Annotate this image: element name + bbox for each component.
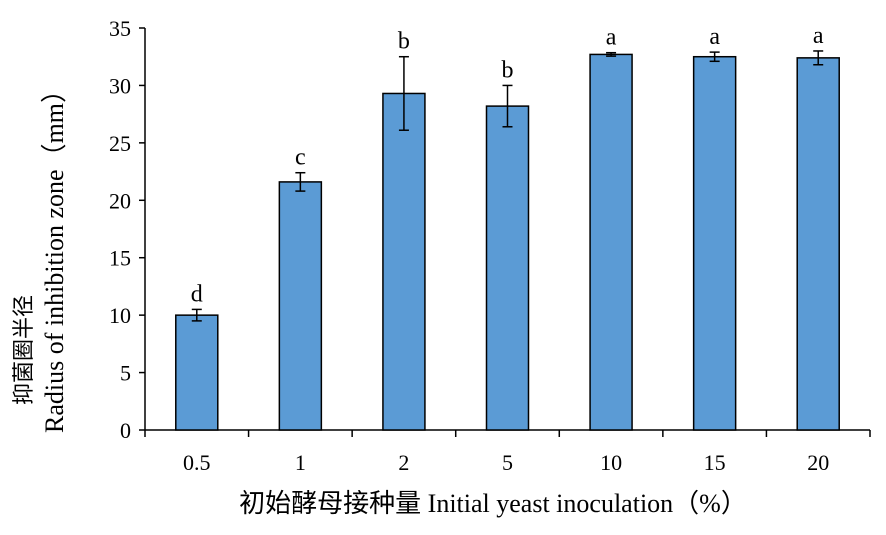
significance-label: a bbox=[813, 23, 824, 49]
y-tick-label: 10 bbox=[109, 303, 131, 328]
significance-label: b bbox=[398, 29, 410, 55]
bar bbox=[485, 105, 530, 431]
significance-label: c bbox=[295, 145, 306, 171]
x-tick-label: 15 bbox=[704, 450, 726, 475]
bar bbox=[692, 55, 737, 431]
y-axis-title-cn: 抑菌圈半径 bbox=[11, 295, 36, 405]
bar bbox=[175, 314, 219, 431]
x-tick-label: 0.5 bbox=[183, 450, 211, 475]
x-tick-label: 20 bbox=[807, 450, 829, 475]
x-tick-label: 1 bbox=[295, 450, 306, 475]
y-tick-label: 15 bbox=[109, 246, 131, 271]
x-tick-label: 10 bbox=[600, 450, 622, 475]
y-axis-title-en: Radius of inhibition zone（mm） bbox=[40, 77, 69, 433]
x-tick-label: 2 bbox=[398, 450, 409, 475]
bar bbox=[796, 57, 840, 431]
y-tick-label: 25 bbox=[109, 131, 131, 156]
plot-area: 0 5 10 15 20 25 30 35 d 0.5 c 1 b 2 b 5 a 10 a 15 a 20 bbox=[109, 16, 871, 475]
significance-label: b bbox=[502, 57, 514, 83]
bar bbox=[589, 53, 633, 431]
bar bbox=[382, 92, 426, 431]
significance-label: a bbox=[709, 24, 720, 50]
bar bbox=[278, 181, 323, 431]
significance-label: d bbox=[191, 281, 203, 307]
y-tick-label: 35 bbox=[109, 16, 131, 41]
x-tick-label: 5 bbox=[502, 450, 513, 475]
x-axis-title: 初始酵母接种量 Initial yeast inoculation（%） bbox=[239, 489, 747, 518]
y-tick-label: 20 bbox=[109, 188, 131, 213]
y-tick-label: 0 bbox=[120, 418, 131, 443]
significance-label: a bbox=[606, 25, 617, 51]
y-tick-label: 5 bbox=[120, 361, 131, 386]
y-axis-title: Radius of inhibition zone（mm） 抑菌圈半径 bbox=[11, 77, 69, 433]
y-tick-label: 30 bbox=[109, 73, 131, 98]
